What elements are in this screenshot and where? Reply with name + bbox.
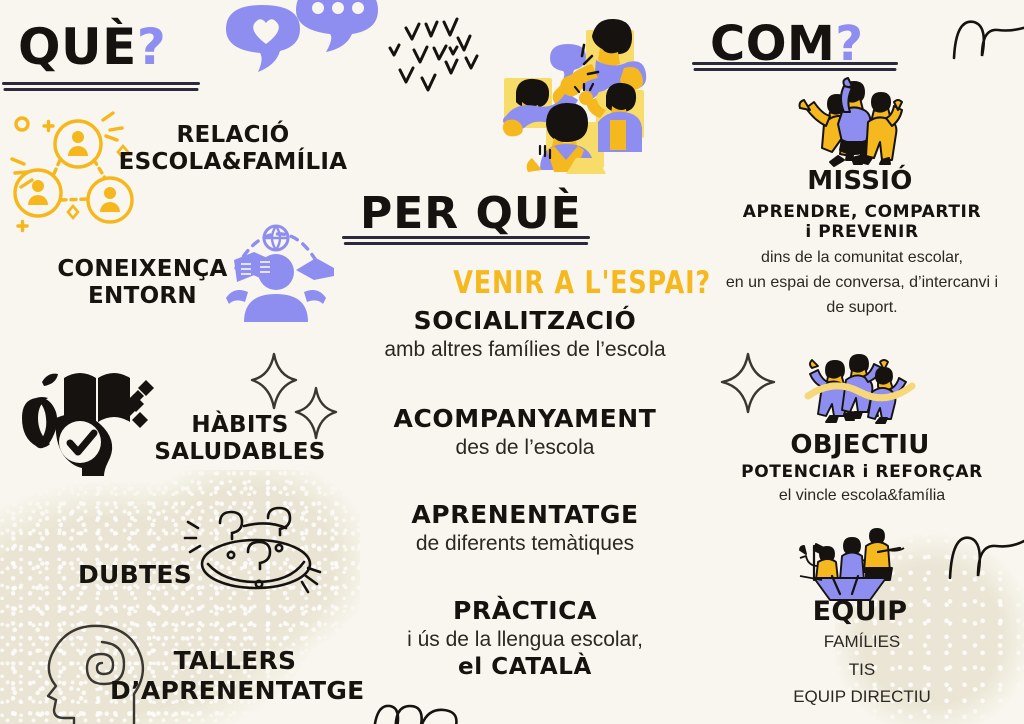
label-relacio: RELACIÓ ESCOLA&FAMÍLIA [118,122,348,176]
label-coneixenca: CONEIXENÇA ENTORN [40,256,245,310]
label-relacio-line1: RELACIÓ [176,122,290,148]
title-objectiu: OBJECTIU [790,430,930,460]
squiggle-top-right-icon [952,20,1024,60]
entry-detail: amb altres famílies de l’escola [384,338,666,361]
label-dubtes: DUBTES [60,560,210,590]
squiggle-bottom-right-icon [948,536,1024,580]
collaboration-illustration [502,18,647,174]
head-spiral-icon [46,624,145,724]
speech-bubble-dots-icon [296,0,378,52]
equip-line-3: EQUIP DIRECTIU [793,687,931,707]
entry-detail: de diferents temàtiques [415,532,635,555]
missio-bold-2: i PREVENIR [805,222,919,242]
texture-blob-left [0,470,360,724]
label-tallers: TALLERS D’APRENENTATGE [110,646,365,705]
sparkle-single-icon [720,352,776,414]
rule-under-com [692,62,898,72]
healthy-habits-icon [22,373,154,476]
label-habits: HÀBITS SALUDABLES [130,412,350,466]
equip-line-2: TIS [848,659,876,679]
entry-detail-bold: el CATALÀ [458,654,592,680]
label-coneixenca-line1: CONEIXENÇA [57,256,228,282]
label-relacio-line2: ESCOLA&FAMÍLIA [118,149,348,176]
missio-line-3: de suport. [826,298,898,316]
entry-title: ACOMPANYAMENT [393,404,657,433]
sparkle-pair-icon [250,352,338,440]
label-habits-line2: SALUDABLES [154,439,326,466]
center-entry-aprenentatge: APRENENTATGE de diferents temàtiques [330,500,720,556]
jumping-people-icon [798,77,903,167]
subheading-venir-espai: VENIR A L'ESPAI? [453,265,711,301]
missio-line-1: dins de la comunitat escolar, [761,249,963,266]
heading-que: QUÈ? [18,18,166,76]
network-people-icon [10,111,134,233]
heading-que-mark: ? [136,18,167,76]
entry-detail: des de l’escola [455,436,595,459]
squiggle-bottom-center-icon [373,704,458,724]
missio-bold-1: APRENDRE, COMPARTIR [742,202,982,222]
title-missio: MISSIÓ [807,166,913,196]
speech-bubble-heart-icon [226,5,300,72]
entry-title: PRÀCTICA [452,596,598,625]
label-tallers-line2: D’APRENENTATGE [110,675,365,705]
objectiu-line-1: el vincle escola&família [778,487,946,504]
entry-detail: i ús de la llengua escolar, [407,628,643,651]
center-entry-practica: PRÀCTICA i ús de la llengua escolar, el … [330,596,720,680]
knowledge-person-icon [226,224,334,322]
entry-title: APRENENTATGE [411,500,639,529]
question-marks-icon [183,506,322,594]
boat-team-icon [799,528,905,601]
block-missio-text: APRENDRE, COMPARTIR i PREVENIR dins de l… [700,202,1024,320]
block-objectiu-text: POTENCIAR i REFORÇAR el vincle escola&fa… [700,462,1024,505]
heading-que-text: QUÈ [18,18,137,76]
running-people-icon [804,354,916,424]
missio-line-2: en un espai de conversa, d’intercanvi i [725,273,999,291]
entry-title: SOCIALITZACIÓ [413,306,637,335]
equip-line-1: FAMÍLIES [823,632,901,651]
label-tallers-line1: TALLERS [173,646,297,675]
label-dubtes-line1: DUBTES [77,560,193,589]
block-equip-text: FAMÍLIES TIS EQUIP DIRECTIU [700,628,1024,711]
checkmark-scatter-icon [388,17,479,92]
title-equip: EQUIP [812,596,908,627]
center-entry-socialitzacio: SOCIALITZACIÓ amb altres famílies de l’e… [330,306,720,362]
center-entry-acompanyament: ACOMPANYAMENT des de l’escola [330,404,720,460]
heading-per-que: PER QUÈ [360,188,582,239]
rule-under-per-que [342,236,590,246]
rule-under-que [2,82,200,92]
label-habits-line1: HÀBITS [191,412,289,438]
objectiu-bold-1: POTENCIAR i REFORÇAR [741,462,983,482]
label-coneixenca-line2: ENTORN [88,283,197,310]
